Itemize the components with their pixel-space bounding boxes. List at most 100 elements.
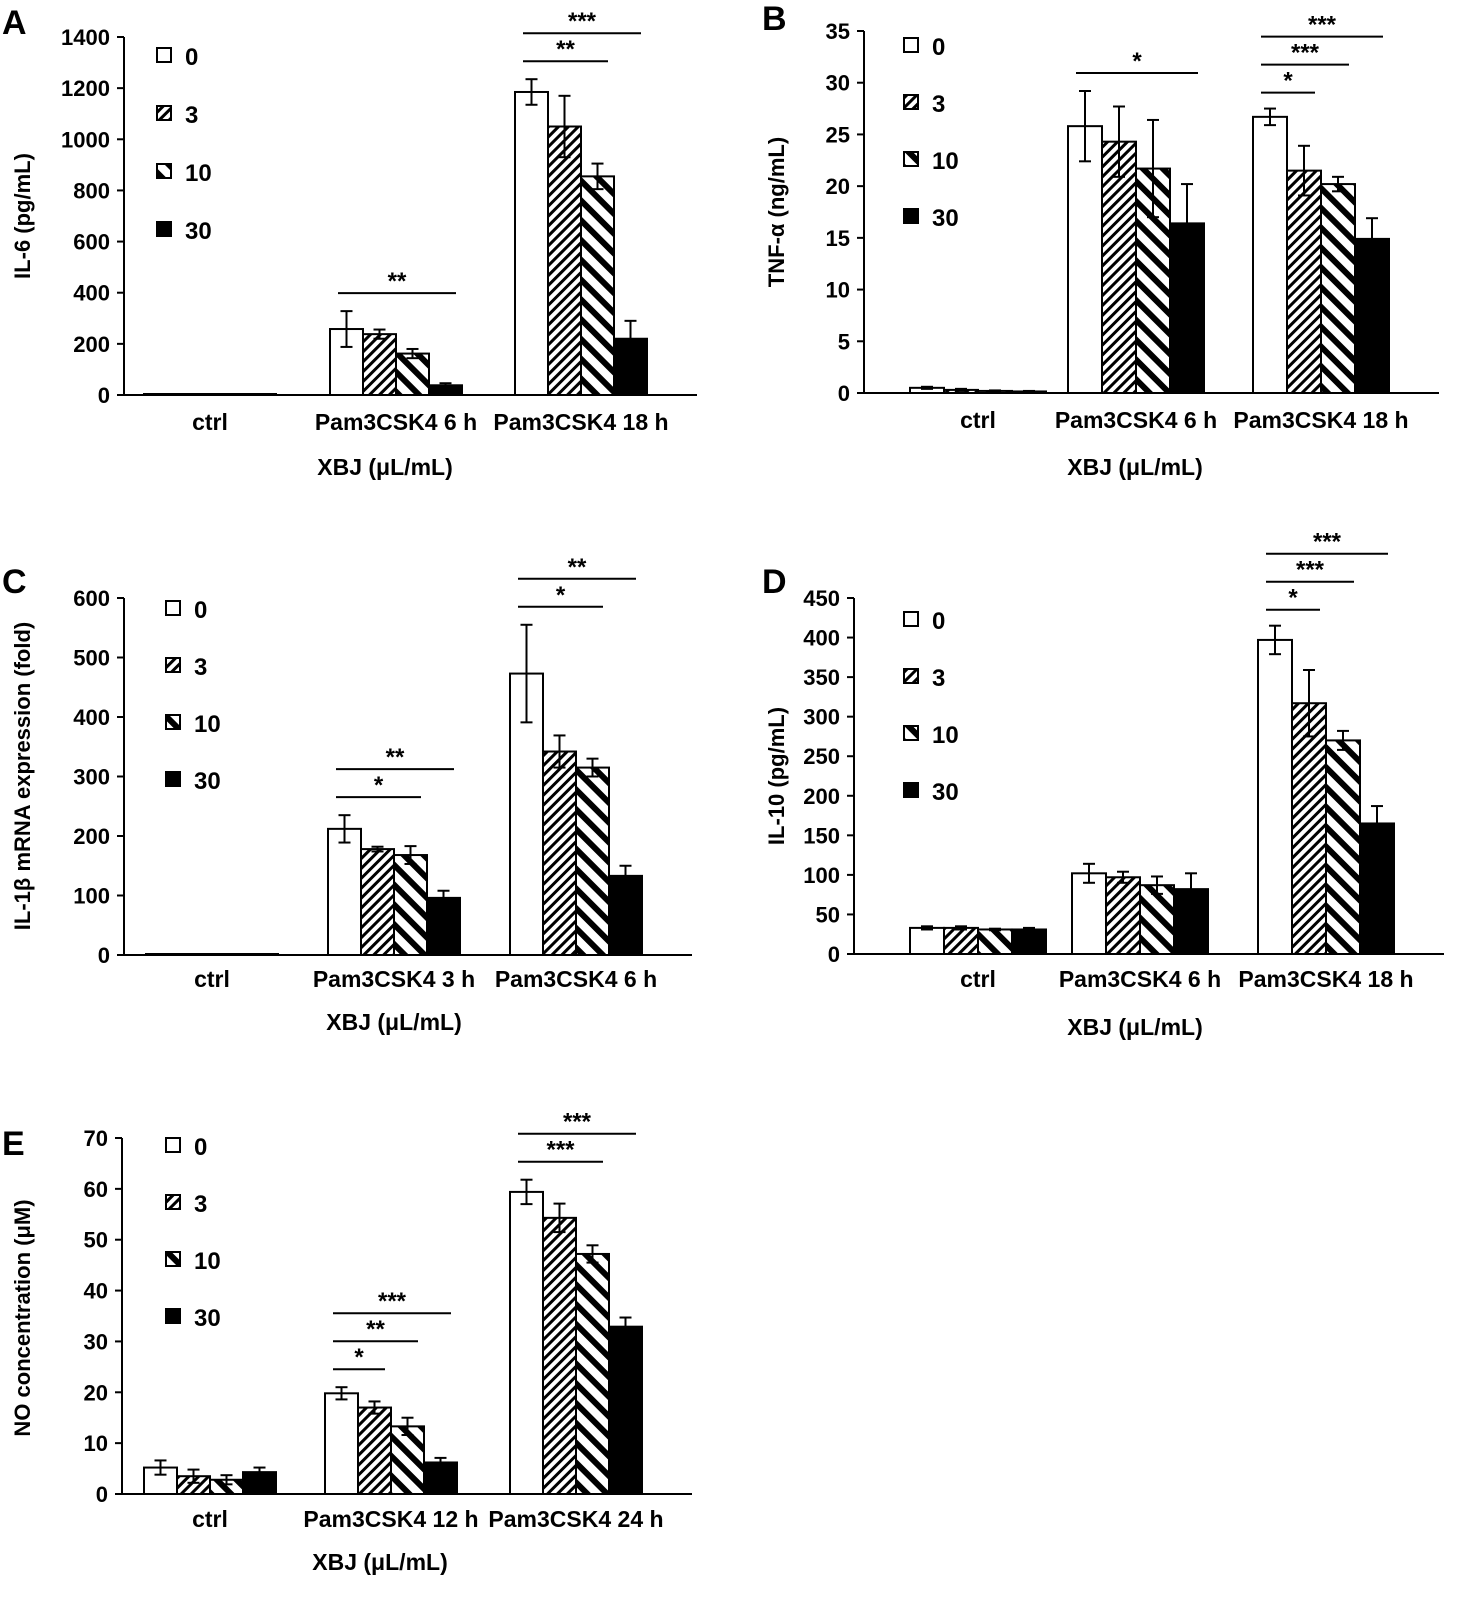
significance-label: * — [1288, 585, 1298, 612]
y-tick-label: 500 — [73, 646, 110, 671]
y-tick-label: 350 — [803, 665, 840, 690]
bar-d-cat0-xbj10 — [977, 928, 1013, 956]
y-tick-label: 50 — [816, 902, 840, 927]
x-tick-label: Pam3CSK4 6 h — [1055, 407, 1217, 433]
bar-b-cat1-xbj3 — [1101, 140, 1137, 394]
significance-label: *** — [1291, 40, 1320, 67]
significance-label: *** — [1308, 12, 1337, 39]
legend-swatch — [903, 668, 919, 684]
x-tick-label: ctrl — [192, 1506, 228, 1532]
significance-label: *** — [568, 8, 597, 35]
significance-label: * — [1132, 48, 1142, 75]
bar-d-cat2-xbj0 — [1257, 638, 1293, 955]
significance-label: ** — [386, 744, 405, 771]
significance-label: ** — [556, 36, 575, 63]
bar-c-cat1-xbj0 — [327, 827, 362, 956]
y-tick-label: 600 — [73, 230, 110, 255]
panel-label: A — [2, 4, 27, 42]
legend-swatch — [165, 1308, 181, 1324]
legend-swatch — [165, 1251, 181, 1267]
y-tick-label: 100 — [803, 863, 840, 888]
y-tick-label: 400 — [73, 705, 110, 730]
y-axis-title: TNF-α (ng/mL) — [764, 137, 789, 287]
y-axis-title: IL-1β mRNA expression (fold) — [10, 622, 35, 930]
x-axis-title: XBJ (μL/mL) — [317, 454, 452, 480]
x-tick-label: ctrl — [960, 407, 996, 433]
bar-c-cat2-xbj3 — [542, 750, 577, 957]
x-tick-label: Pam3CSK4 18 h — [493, 409, 668, 435]
legend-swatch — [903, 151, 919, 167]
x-tick-label: ctrl — [960, 966, 996, 992]
y-tick-label: 200 — [73, 824, 110, 849]
y-tick-label: 30 — [84, 1329, 108, 1354]
bar-c-cat0-xbj10 — [211, 953, 246, 956]
y-tick-label: 200 — [803, 784, 840, 809]
bar-d-cat2-xbj30 — [1359, 822, 1395, 956]
legend-label: 10 — [194, 1248, 221, 1275]
bar-c-cat2-xbj10 — [575, 766, 610, 957]
legend-swatch — [156, 47, 172, 63]
bar-c-cat0-xbj3 — [178, 953, 213, 956]
y-axis-title: NO concentration (μM) — [10, 1199, 35, 1436]
legend-label: 30 — [194, 1305, 221, 1332]
legend-swatch — [165, 714, 181, 730]
bar-a-cat0-xbj0 — [143, 393, 178, 396]
y-tick-label: 50 — [84, 1228, 108, 1253]
bar-a-cat1-xbj10 — [395, 352, 430, 396]
significance-label: * — [1283, 68, 1293, 95]
y-tick-label: 150 — [803, 823, 840, 848]
x-axis-title: XBJ (μL/mL) — [312, 1549, 447, 1575]
legend-label: 3 — [194, 1191, 207, 1218]
bar-c-cat0-xbj30 — [244, 953, 279, 956]
legend-swatch — [903, 611, 919, 627]
y-tick-label: 30 — [826, 71, 850, 96]
y-tick-label: 15 — [826, 226, 850, 251]
x-tick-label: Pam3CSK4 12 h — [303, 1506, 478, 1532]
y-tick-label: 450 — [803, 586, 840, 611]
legend-label: 3 — [194, 654, 207, 681]
significance-label: * — [374, 772, 384, 799]
bar-b-cat2-xbj30 — [1354, 237, 1390, 394]
legend-swatch — [903, 725, 919, 741]
x-tick-label: Pam3CSK4 3 h — [313, 966, 475, 992]
bar-a-cat0-xbj3 — [176, 393, 211, 396]
legend-label: 30 — [185, 218, 212, 245]
legend-label: 0 — [194, 1134, 207, 1161]
significance-label: *** — [378, 1288, 407, 1315]
bar-e-cat1-xbj10 — [390, 1425, 425, 1495]
legend-label: 3 — [185, 102, 198, 129]
legend-label: 10 — [185, 160, 212, 187]
y-tick-label: 300 — [803, 705, 840, 730]
y-tick-label: 400 — [73, 281, 110, 306]
legend-label: 10 — [194, 711, 221, 738]
y-tick-label: 40 — [84, 1279, 108, 1304]
y-tick-label: 20 — [84, 1380, 108, 1405]
panel-label: B — [762, 0, 787, 38]
legend-swatch — [156, 163, 172, 179]
bar-c-cat0-xbj0 — [145, 953, 180, 956]
x-tick-label: ctrl — [192, 409, 228, 435]
bar-d-cat2-xbj3 — [1291, 702, 1327, 955]
bar-c-cat1-xbj30 — [426, 896, 461, 957]
legend-swatch — [165, 600, 181, 616]
bar-c-cat1-xbj10 — [393, 854, 428, 956]
y-tick-label: 0 — [828, 942, 840, 967]
significance-label: *** — [1296, 557, 1325, 584]
x-tick-label: Pam3CSK4 6 h — [495, 966, 657, 992]
panel-label: E — [2, 1125, 25, 1163]
bar-d-cat1-xbj10 — [1139, 884, 1175, 956]
y-tick-label: 10 — [84, 1431, 108, 1456]
panel-label: D — [762, 563, 787, 601]
bar-b-cat2-xbj3 — [1286, 169, 1322, 394]
x-axis-title: XBJ (μL/mL) — [326, 1009, 461, 1035]
bar-d-cat0-xbj30 — [1011, 928, 1047, 956]
x-tick-label: Pam3CSK4 18 h — [1238, 966, 1413, 992]
significance-label: *** — [563, 1109, 592, 1136]
y-axis-title: IL-10 (pg/mL) — [764, 707, 789, 845]
bar-a-cat2-xbj10 — [580, 175, 615, 396]
bar-d-cat1-xbj0 — [1071, 872, 1107, 955]
y-tick-label: 5 — [838, 329, 850, 354]
